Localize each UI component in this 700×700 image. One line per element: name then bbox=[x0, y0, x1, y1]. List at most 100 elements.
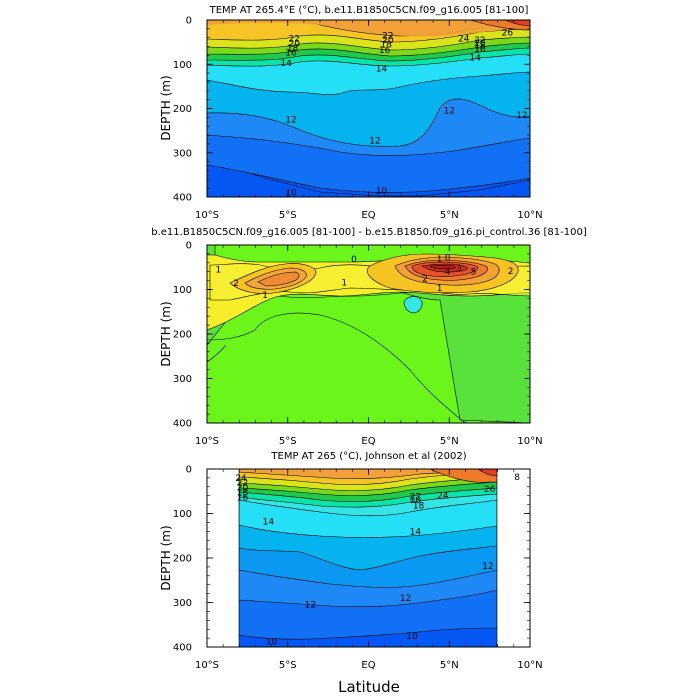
contour-label: 16 bbox=[379, 46, 391, 56]
panel-3-contour-field bbox=[239, 469, 497, 647]
x-tick-label: 5°N bbox=[440, 210, 459, 221]
y-tick-label: 300 bbox=[173, 374, 192, 385]
contour-label: 24 bbox=[235, 474, 247, 484]
contour-label: 24 bbox=[458, 35, 470, 45]
contour-label: 22 bbox=[410, 493, 421, 503]
contour-label: 16 bbox=[474, 45, 486, 55]
contour-label: 12 bbox=[369, 136, 380, 146]
contour-label: 20 bbox=[288, 39, 300, 49]
x-tick-label: EQ bbox=[361, 210, 375, 221]
panel-3-axes: 10°S 5°S EQ 5°N 10°N 0 100 200 300 400 bbox=[173, 465, 543, 672]
contour-label: 12 bbox=[516, 111, 527, 121]
contour-label: 4 bbox=[445, 268, 451, 278]
contour-label: 14 bbox=[263, 518, 275, 528]
panel-1-axes: 10°S 5°S EQ 5°N 10°N 0 100 200 300 400 bbox=[173, 16, 543, 222]
y-tick-label: 100 bbox=[173, 60, 192, 71]
contour-label: 18 bbox=[381, 40, 393, 50]
y-tick-label: 0 bbox=[186, 16, 192, 27]
y-tick-label: 400 bbox=[173, 193, 192, 204]
x-tick-label: 10°N bbox=[517, 210, 542, 221]
contour-label: 10 bbox=[376, 186, 388, 196]
panel-1-title: TEMP AT 265.4°E (°C), b.e11.B1850C5CN.f0… bbox=[209, 5, 529, 16]
contour-label: 18 bbox=[287, 44, 299, 54]
contour-label: 12 bbox=[482, 562, 493, 572]
x-tick-label: 5°S bbox=[279, 210, 297, 221]
x-tick-label: 5°N bbox=[440, 660, 459, 671]
panel-1: TEMP AT 265.4°E (°C), b.e11.B1850C5CN.f0… bbox=[159, 5, 543, 221]
y-tick-label: 300 bbox=[173, 598, 192, 609]
y-tick-label: 200 bbox=[173, 330, 192, 341]
contour-label: 16 bbox=[285, 49, 297, 59]
y-tick-label: 200 bbox=[173, 104, 192, 115]
x-tick-label: EQ bbox=[361, 436, 375, 447]
contour-label: 14 bbox=[469, 54, 481, 64]
x-tick-label: 5°S bbox=[279, 436, 297, 447]
x-tick-label: 10°S bbox=[195, 660, 219, 671]
contour-label: 1 bbox=[215, 265, 221, 275]
contour-label: 26 bbox=[484, 485, 496, 495]
contour-label: 2 bbox=[508, 267, 514, 277]
contour-label: 3 bbox=[456, 264, 462, 274]
contour-label: 12 bbox=[305, 601, 316, 611]
x-tick-label: 10°N bbox=[517, 436, 542, 447]
contour-label: 26 bbox=[502, 28, 514, 38]
contour-label: 20 bbox=[237, 484, 249, 494]
panel-1-ylabel: DEPTH (m) bbox=[159, 75, 173, 140]
contour-label: 1 bbox=[341, 278, 347, 288]
x-tick-label: 10°N bbox=[517, 660, 542, 671]
contour-label: 22 bbox=[474, 36, 485, 46]
x-tick-label: 5°S bbox=[279, 660, 297, 671]
contour-label: 14 bbox=[410, 527, 422, 537]
panel-3: TEMP AT 265 (°C), Johnson et al (2002) 2… bbox=[159, 451, 543, 671]
contour-label: 22 bbox=[237, 478, 248, 488]
contour-label: 2 bbox=[422, 274, 428, 284]
contour-label: 10 bbox=[406, 632, 418, 642]
x-tick-label: 10°S bbox=[195, 436, 219, 447]
panel-1-contour-field bbox=[207, 20, 530, 197]
panel-2-title: b.e11.B1850C5CN.f09_g16.005 [81-100] - b… bbox=[151, 227, 587, 238]
x-tick-label: EQ bbox=[361, 660, 375, 671]
contour-label: 22 bbox=[288, 35, 299, 45]
y-tick-label: 200 bbox=[173, 554, 192, 565]
y-tick-label: 400 bbox=[173, 419, 192, 430]
contour-label: 18 bbox=[413, 501, 425, 511]
contour-label: 1 bbox=[437, 284, 443, 294]
panel-3-ylabel: DEPTH (m) bbox=[159, 525, 173, 590]
contour-label: 20 bbox=[410, 496, 422, 506]
contour-label: 5 bbox=[471, 268, 477, 278]
x-tick-label: 5°N bbox=[440, 436, 459, 447]
contour-label: 0 bbox=[351, 255, 357, 265]
contour-label: 20 bbox=[382, 36, 394, 46]
panel-2-contour-field bbox=[207, 245, 530, 423]
x-axis-label: Latitude bbox=[338, 678, 400, 696]
contour-label: 14 bbox=[280, 59, 292, 69]
contour-label: 8 bbox=[514, 473, 520, 483]
y-tick-label: 300 bbox=[173, 148, 192, 159]
panel-2: b.e11.B1850C5CN.f09_g16.005 [81-100] - b… bbox=[151, 227, 587, 447]
y-tick-label: 0 bbox=[186, 241, 192, 252]
y-tick-label: 0 bbox=[186, 465, 192, 476]
contour-label: 12 bbox=[285, 116, 296, 126]
contour-label: 22 bbox=[382, 31, 393, 41]
contour-label: 24 bbox=[437, 492, 449, 502]
contour-label: 16 bbox=[237, 493, 249, 503]
contour-label: 2 bbox=[233, 279, 239, 289]
contour-label: 1 bbox=[437, 255, 443, 265]
x-tick-label: 10°S bbox=[195, 210, 219, 221]
contour-label: 14 bbox=[376, 65, 388, 75]
panel-2-ylabel: DEPTH (m) bbox=[159, 301, 173, 366]
y-tick-label: 400 bbox=[173, 643, 192, 654]
contour-label: 18 bbox=[237, 489, 249, 499]
y-tick-label: 100 bbox=[173, 285, 192, 296]
contour-label: 10 bbox=[266, 638, 278, 648]
contour-label: 1 bbox=[262, 291, 268, 301]
contour-label: 12 bbox=[444, 107, 455, 117]
contour-label: 0 bbox=[445, 253, 451, 263]
panel-3-title: TEMP AT 265 (°C), Johnson et al (2002) bbox=[270, 451, 466, 462]
contour-label: 18 bbox=[474, 42, 486, 52]
